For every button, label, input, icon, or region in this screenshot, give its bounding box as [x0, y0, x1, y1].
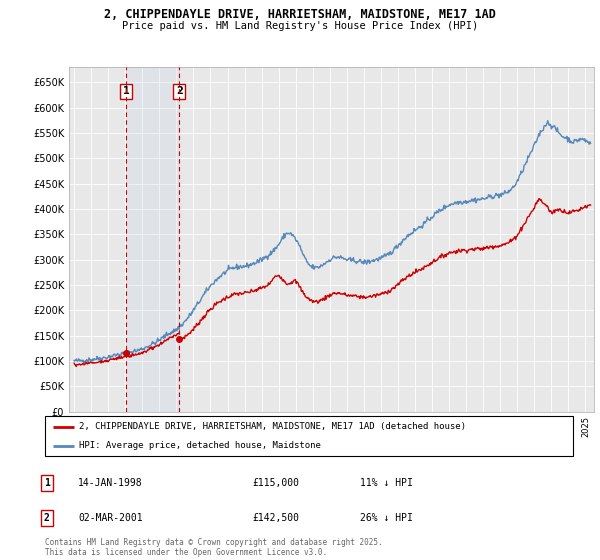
Text: 2, CHIPPENDAYLE DRIVE, HARRIETSHAM, MAIDSTONE, ME17 1AD (detached house): 2, CHIPPENDAYLE DRIVE, HARRIETSHAM, MAID…: [79, 422, 466, 431]
Text: Price paid vs. HM Land Registry's House Price Index (HPI): Price paid vs. HM Land Registry's House …: [122, 21, 478, 31]
Text: Contains HM Land Registry data © Crown copyright and database right 2025.
This d: Contains HM Land Registry data © Crown c…: [45, 538, 383, 557]
Text: 1: 1: [44, 478, 50, 488]
Text: 11% ↓ HPI: 11% ↓ HPI: [360, 478, 413, 488]
Text: 1: 1: [122, 86, 130, 96]
FancyBboxPatch shape: [45, 416, 573, 456]
Text: 14-JAN-1998: 14-JAN-1998: [78, 478, 143, 488]
Text: £142,500: £142,500: [252, 513, 299, 523]
Text: 26% ↓ HPI: 26% ↓ HPI: [360, 513, 413, 523]
Text: HPI: Average price, detached house, Maidstone: HPI: Average price, detached house, Maid…: [79, 441, 321, 450]
Text: £115,000: £115,000: [252, 478, 299, 488]
Text: 2, CHIPPENDAYLE DRIVE, HARRIETSHAM, MAIDSTONE, ME17 1AD: 2, CHIPPENDAYLE DRIVE, HARRIETSHAM, MAID…: [104, 8, 496, 21]
Text: 02-MAR-2001: 02-MAR-2001: [78, 513, 143, 523]
Text: 2: 2: [176, 86, 182, 96]
Bar: [126, 67, 179, 412]
Text: 2: 2: [44, 513, 50, 523]
